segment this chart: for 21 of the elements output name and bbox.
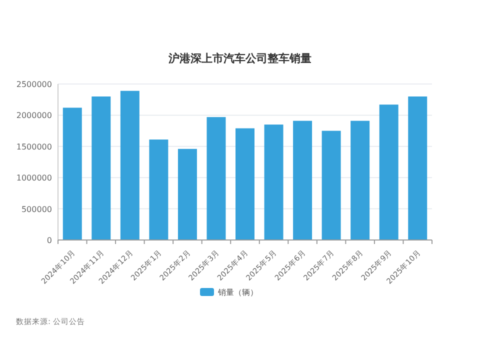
y-tick-label: 1000000	[16, 174, 52, 183]
bar	[408, 96, 428, 240]
bar	[178, 148, 197, 240]
legend-label: 销量（辆）	[217, 288, 258, 297]
y-tick-label: 1500000	[16, 142, 52, 152]
y-tick-label: 500000	[21, 204, 52, 214]
bar	[236, 128, 254, 240]
bar	[379, 104, 398, 240]
bar	[206, 117, 226, 240]
bar	[62, 108, 82, 240]
y-tick-label: 2000000	[16, 111, 52, 120]
y-tick-label: 0	[46, 236, 52, 245]
bar	[350, 120, 370, 240]
bar	[120, 90, 140, 240]
y-tick-label: 2500000	[16, 80, 52, 89]
bar	[293, 120, 312, 240]
bar	[149, 140, 168, 240]
chart-title: 沪港深上市汽车公司整车销量	[168, 52, 312, 65]
bar	[92, 96, 111, 240]
bar	[264, 124, 284, 240]
bar	[322, 130, 341, 240]
